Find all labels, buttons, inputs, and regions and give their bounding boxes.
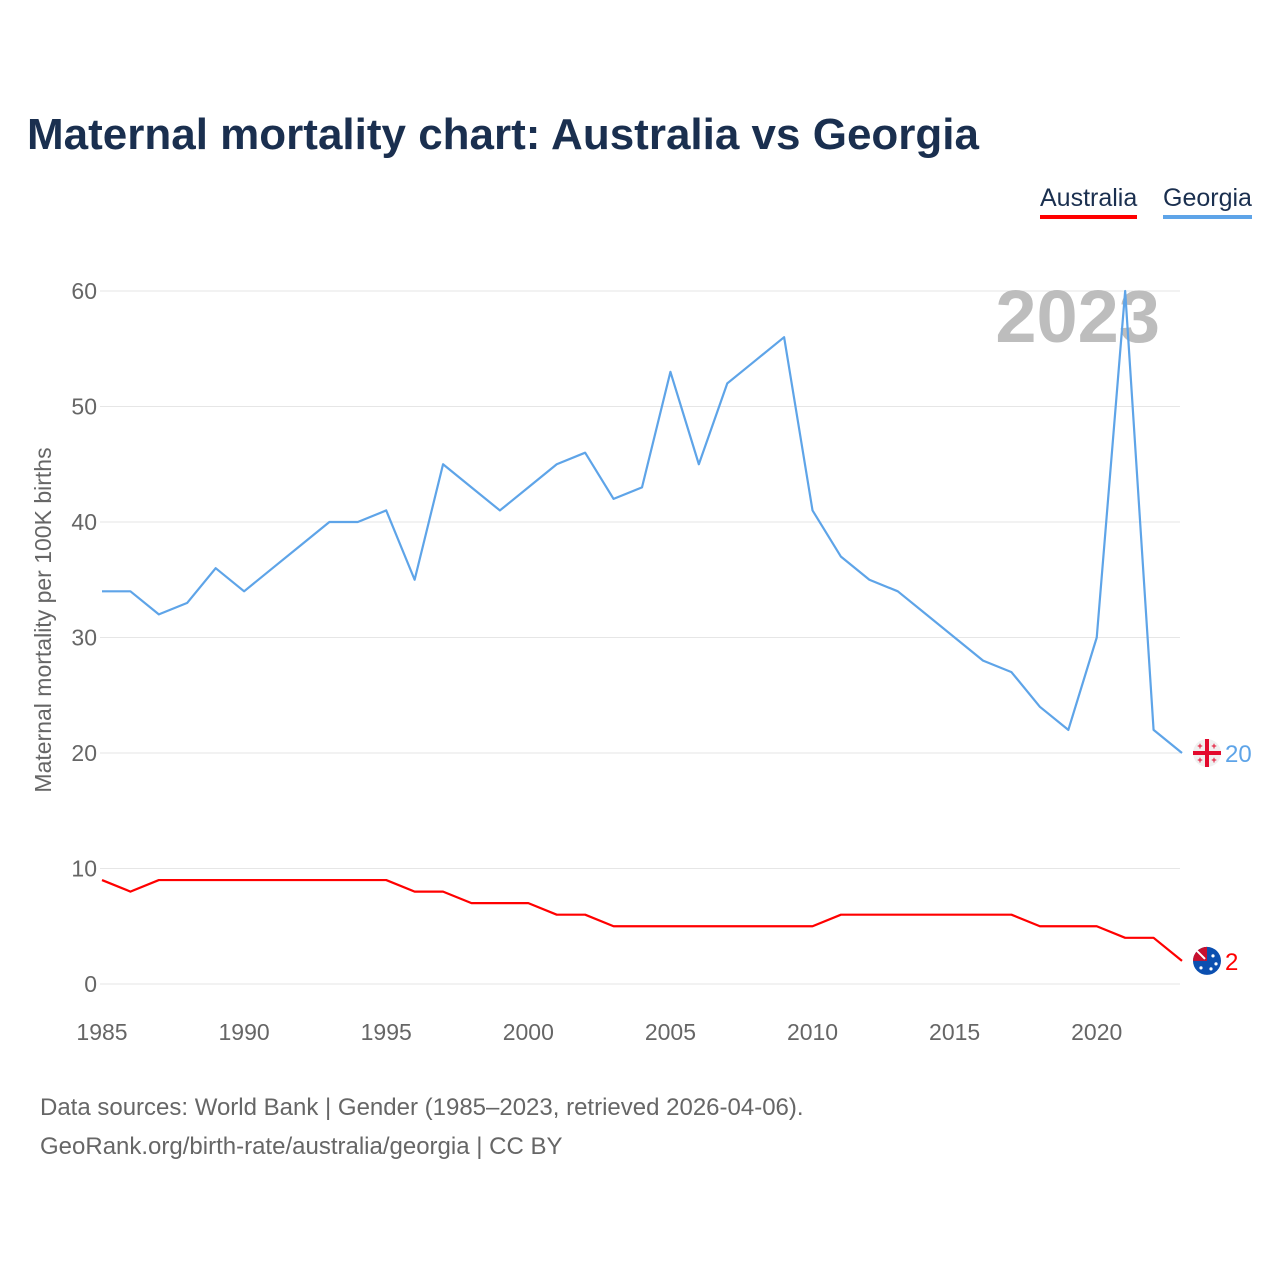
x-tick-label: 2000 bbox=[503, 1019, 554, 1045]
australia-flag-icon bbox=[1209, 967, 1213, 971]
y-tick-label: 30 bbox=[71, 625, 97, 651]
end-value-australia: 2 bbox=[1225, 949, 1238, 976]
year-watermark: 2023 bbox=[995, 275, 1160, 358]
australia-flag-icon bbox=[1214, 962, 1218, 966]
georgia-flag-icon: + bbox=[1211, 755, 1216, 765]
source-line: Data sources: World Bank | Gender (1985–… bbox=[40, 1094, 804, 1121]
georgia-flag-icon: + bbox=[1197, 741, 1202, 751]
chart-title: Maternal mortality chart: Australia vs G… bbox=[27, 110, 979, 159]
x-tick-label: 2015 bbox=[929, 1019, 980, 1045]
x-tick-label: 2005 bbox=[645, 1019, 696, 1045]
end-value-georgia: 20 bbox=[1225, 741, 1252, 768]
series-line-georgia bbox=[102, 289, 1183, 754]
y-axis-label: Maternal mortality per 100K births bbox=[30, 447, 56, 792]
y-tick-label: 10 bbox=[71, 856, 97, 882]
georgia-flag-icon: + bbox=[1197, 755, 1202, 765]
x-tick-label: 2010 bbox=[787, 1019, 838, 1045]
x-tick-label: 1995 bbox=[361, 1019, 412, 1045]
x-tick-label: 2020 bbox=[1071, 1019, 1122, 1045]
australia-flag-icon bbox=[1211, 954, 1215, 958]
series-line-australia bbox=[101, 878, 1183, 962]
australia-flag-icon bbox=[1196, 950, 1206, 960]
australia-flag-icon bbox=[1199, 966, 1203, 970]
y-tick-label: 40 bbox=[71, 509, 97, 535]
x-tick-label: 1990 bbox=[219, 1019, 270, 1045]
georgia-flag-icon bbox=[1205, 739, 1209, 767]
x-tick-label: 1985 bbox=[76, 1019, 127, 1045]
y-tick-label: 0 bbox=[84, 971, 97, 997]
legend-australia[interactable]: Australia bbox=[1040, 184, 1138, 219]
source-url[interactable]: GeoRank.org/birth-rate/australia/georgia… bbox=[40, 1133, 563, 1160]
source-note: Data sources: World Bank | Gender (1985–… bbox=[40, 1088, 804, 1166]
y-tick-label: 50 bbox=[71, 394, 97, 420]
georgia-flag-icon: + bbox=[1211, 741, 1216, 751]
legend-georgia[interactable]: Georgia bbox=[1163, 184, 1252, 219]
y-tick-label: 20 bbox=[71, 740, 97, 766]
y-tick-label: 60 bbox=[71, 278, 97, 304]
